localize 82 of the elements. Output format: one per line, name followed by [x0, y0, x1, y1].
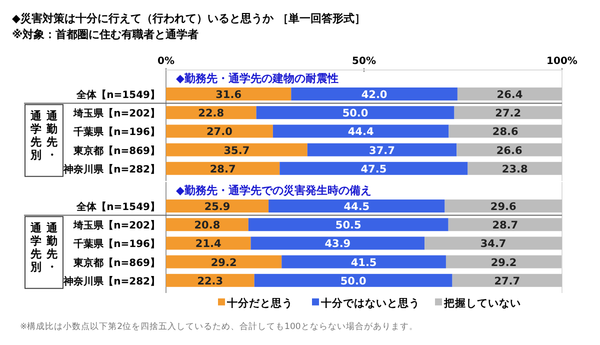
- chart-title: ◆勤務先・通学先での災害発生時の備え: [176, 184, 372, 197]
- bar: [468, 162, 562, 175]
- data-label: 22.8: [198, 108, 224, 120]
- data-label: 27.7: [494, 275, 520, 288]
- legend-label: 把握していない: [443, 296, 521, 310]
- data-label: 50.0: [342, 108, 368, 120]
- bar: [457, 88, 562, 100]
- data-label: 26.6: [496, 144, 522, 157]
- legend-label: 十分だと思う: [226, 296, 293, 310]
- data-label: 29.2: [490, 256, 517, 269]
- bar: [282, 255, 446, 268]
- data-label: 29.2: [210, 256, 237, 269]
- bar: [448, 218, 562, 232]
- data-label: 34.7: [480, 238, 506, 250]
- bar: [166, 200, 269, 212]
- bar: [280, 162, 468, 175]
- text: 通勤先・通学先別: [30, 110, 58, 162]
- y-tick-label: 全体【n=1549】: [76, 89, 160, 101]
- bar: [166, 236, 251, 250]
- data-label: 44.4: [348, 126, 374, 138]
- data-label: 27.2: [495, 108, 522, 120]
- data-label: 21.4: [195, 238, 222, 250]
- bar: [166, 162, 280, 175]
- x-tick-label: 50%: [352, 56, 376, 67]
- data-label: 42.0: [361, 89, 388, 101]
- data-label: 47.5: [360, 163, 387, 176]
- text: ◆災害対策は十分に行えて（行われて）いると思うか ［単一回答形式］: [12, 12, 366, 25]
- bar: [424, 236, 562, 250]
- bar: [454, 106, 562, 120]
- chart-title: ◆勤務先・通学先の建物の耐震性: [176, 72, 338, 85]
- data-label: 29.6: [490, 201, 516, 213]
- bar: [248, 218, 448, 232]
- data-label: 50.0: [340, 275, 366, 288]
- bar: [166, 88, 292, 100]
- bar: [448, 124, 562, 138]
- y-tick-label: 千葉県【n=196】: [72, 238, 160, 250]
- bar: [291, 88, 458, 100]
- bar: [256, 106, 454, 120]
- data-label: 41.5: [350, 256, 377, 269]
- text: 通勤先・通学先別: [30, 222, 58, 274]
- bar: [254, 274, 452, 287]
- data-label: 28.7: [210, 163, 236, 176]
- y-tick-label: 東京都【n=869】: [72, 144, 160, 157]
- y-tick-label: 神奈川県【n=282】: [62, 163, 160, 176]
- bar: [166, 124, 273, 138]
- data-label: 43.9: [324, 238, 351, 250]
- data-label: 26.4: [496, 89, 523, 101]
- data-label: 28.6: [492, 126, 518, 138]
- legend-label: 十分ではないと思う: [320, 296, 420, 310]
- text: ※対象：首都圏に住む有職者と通学者: [12, 28, 199, 41]
- bar: [166, 274, 254, 287]
- bar: [307, 143, 457, 156]
- y-tick-label: 全体【n=1549】: [76, 201, 160, 213]
- data-label: 22.3: [197, 275, 224, 288]
- bar: [268, 200, 445, 212]
- y-tick-label: 千葉県【n=196】: [72, 126, 160, 138]
- data-label: 44.5: [344, 201, 370, 213]
- bar: [444, 200, 562, 212]
- y-tick-label: 埼玉県【n=202】: [72, 220, 160, 232]
- data-label: 20.8: [194, 220, 220, 232]
- bar: [250, 236, 425, 250]
- bar: [272, 124, 449, 138]
- data-label: 31.6: [216, 89, 242, 101]
- data-label: 28.7: [492, 220, 518, 232]
- bar: [452, 274, 562, 287]
- bar: [166, 255, 282, 268]
- data-label: 50.5: [335, 220, 362, 232]
- y-tick-label: 神奈川県【n=282】: [62, 275, 160, 288]
- x-tick-label: 0%: [158, 56, 174, 67]
- data-label: 35.7: [224, 144, 250, 157]
- data-label: 27.0: [206, 126, 232, 138]
- y-tick-label: 東京都【n=869】: [72, 256, 160, 269]
- bar: [166, 106, 256, 120]
- text: ※構成比は小数点以下第2位を四捨五入しているため、合計しても100とならない場合があります。: [20, 321, 418, 332]
- data-label: 37.7: [369, 144, 395, 157]
- bar: [456, 143, 562, 156]
- y-tick-label: 埼玉県【n=202】: [72, 108, 160, 120]
- bar: [446, 255, 562, 268]
- bar: [166, 143, 308, 156]
- x-tick-label: 100%: [546, 56, 578, 67]
- data-label: 23.8: [502, 163, 528, 176]
- data-label: 25.9: [204, 201, 230, 213]
